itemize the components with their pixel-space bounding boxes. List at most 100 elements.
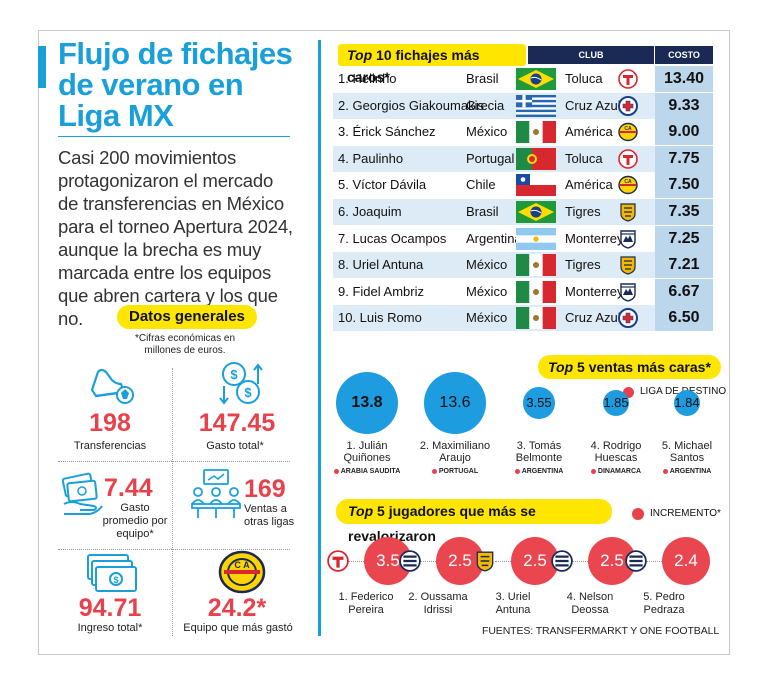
meeting-group-icon — [191, 469, 241, 518]
club-name: Monterrey — [565, 283, 624, 299]
increment-bubble: 2.5 — [511, 537, 559, 585]
player-country: Brasil — [466, 71, 499, 86]
player-country: Portugal — [466, 150, 515, 166]
stats-divider-1 — [58, 461, 290, 462]
svg-text:$: $ — [230, 367, 238, 382]
stat-ventas-otras-ligas-value: 169 — [244, 475, 286, 503]
destination-label: ARABIA SAUDITA — [340, 468, 401, 475]
svg-text:$: $ — [244, 385, 252, 400]
club-name: América — [565, 177, 613, 193]
player-name: 3. Érick Sánchez — [338, 124, 436, 140]
increment-bubble: 2.5 — [436, 537, 484, 585]
stats-vertical-divider — [172, 368, 173, 636]
cost-cell — [655, 252, 713, 279]
player-name: 1. Helinho — [338, 71, 397, 86]
column-divider — [318, 40, 321, 636]
svg-text:CA: CA — [624, 179, 632, 185]
top10-row: 1. Helinho Brasil Toluca 13.40 — [333, 66, 713, 92]
sale-value-bubble: 13.8 — [336, 372, 398, 434]
sale-destination: ARGENTINA — [501, 467, 577, 476]
top10-row: 4. Paulinho Portugal Toluca 7.75 — [333, 145, 713, 172]
top10-heading: Top 10 fichajes más caros* — [338, 44, 526, 85]
svg-text:C A: C A — [234, 560, 250, 570]
top10-row: 9. Fidel Ambriz México Monterrey 6.67 — [333, 278, 713, 305]
stats-divider-2 — [58, 549, 290, 550]
destination-label: PORTUGAL — [438, 468, 479, 475]
top10-row: 7. Lucas Ocampos Argentina Monterrey 7.25 — [333, 225, 713, 252]
top10-row: 6. Joaquim Brasil Tigres 7.35 — [333, 199, 713, 225]
destination-label: ARGENTINA — [669, 468, 712, 475]
destination-label: ARGENTINA — [521, 468, 564, 475]
sale-player-name: 2. Maximiliano Araujo — [419, 440, 491, 464]
increment-bubble: 3.5 — [364, 537, 412, 585]
sale-value-bubble: 1.84 — [674, 390, 700, 416]
ventas-heading-top: Top — [548, 359, 574, 375]
cost-cell — [655, 172, 713, 199]
cost-cell — [655, 305, 713, 332]
player-name: 2. Georgios Giakoumakis — [338, 97, 484, 113]
page-title: Flujo de fichajes de verano en Liga MX — [58, 36, 293, 133]
stat-transferencias-value: 198 — [89, 409, 131, 437]
transfer-cost: 7.21 — [668, 256, 700, 274]
destination-dot — [662, 468, 668, 474]
sale-destination: ARGENTINA — [649, 467, 725, 476]
transfer-cost: 7.25 — [668, 229, 700, 247]
stat-equipo-mas-gasto-value: 24.2* — [207, 594, 267, 622]
destination-dot — [514, 468, 520, 474]
connector-line — [348, 561, 370, 562]
revalued-player-name: 5. Pedro Pedraza — [643, 591, 685, 616]
destination-dot — [333, 468, 339, 474]
incremento-legend-dot — [632, 508, 644, 520]
player-name: 7. Lucas Ocampos — [338, 230, 447, 246]
transfer-cost: 7.50 — [668, 176, 700, 194]
top10-row: 3. Érick Sánchez México América CA 9.00 — [333, 119, 713, 146]
transfer-cost: 13.40 — [663, 70, 705, 87]
transfer-cost: 7.35 — [668, 203, 700, 220]
connector-line — [572, 561, 594, 562]
top10-row: 10. Luis Romo México Cruz Azul 6.50 — [333, 305, 713, 332]
money-transfer-icon: $ $ — [219, 362, 263, 405]
player-country: Brasil — [466, 204, 499, 219]
club-name: Monterrey — [565, 230, 624, 246]
stat-transferencias-label: Transferencias — [73, 440, 147, 452]
stat-ingreso-total-label: Ingreso total* — [77, 622, 143, 634]
cost-cell — [655, 92, 713, 119]
transfer-cost: 9.33 — [668, 96, 700, 114]
player-country: Grecia — [466, 97, 505, 113]
cost-cell — [655, 199, 713, 225]
cost-cell — [655, 278, 713, 305]
club-name: Toluca — [565, 150, 603, 166]
stat-ingreso-total-value: 94.71 — [78, 594, 142, 622]
player-country: Argentina — [466, 230, 522, 246]
cost-cell — [655, 225, 713, 252]
revalued-player-name: 1. Federico Pereira — [338, 591, 394, 616]
top10-heading-rest: 10 fichajes más caros* — [347, 47, 480, 85]
club-name: América — [565, 124, 613, 140]
sale-value-bubble: 1.85 — [603, 390, 629, 416]
transfer-cost: 6.50 — [668, 309, 700, 327]
transfer-cost: 6.67 — [668, 282, 700, 300]
intro-text: Casi 200 movimientos protagonizaron el m… — [58, 147, 293, 329]
stat-gasto-promedio-value: 7.44 — [104, 474, 153, 502]
connector-line — [420, 561, 442, 562]
player-name: 4. Paulinho — [338, 150, 404, 166]
player-name: 8. Uriel Antuna — [338, 257, 424, 273]
increment-bubble: 2.5 — [588, 537, 636, 585]
player-name: 9. Fidel Ambriz — [338, 283, 424, 299]
player-name: 6. Joaquim — [338, 204, 402, 219]
revalorizaron-heading-rest: 5 jugadores que más se revalorizaron — [348, 503, 536, 544]
player-name: 10. Luis Romo — [338, 310, 422, 326]
ventas-heading-rest: 5 ventas más caras* — [573, 359, 711, 375]
stat-ventas-otras-ligas-label: Ventas a otras ligas — [244, 503, 295, 528]
incremento-legend: INCREMENTO* — [650, 508, 721, 519]
cost-cell — [655, 119, 713, 146]
sale-destination: ARABIA SAUDITA — [329, 467, 405, 476]
destination-label: DINAMARCA — [597, 468, 642, 475]
club-america-crest-icon: C A — [218, 550, 266, 594]
transfer-cost: 9.00 — [668, 123, 700, 141]
club-name: Tigres — [565, 257, 601, 273]
club-name: Cruz Azul — [565, 310, 621, 326]
stat-gasto-total-label: Gasto total* — [206, 440, 264, 452]
top10-heading-top: Top — [347, 47, 373, 63]
sale-player-name: 3. Tomás Belmonte — [515, 440, 563, 464]
